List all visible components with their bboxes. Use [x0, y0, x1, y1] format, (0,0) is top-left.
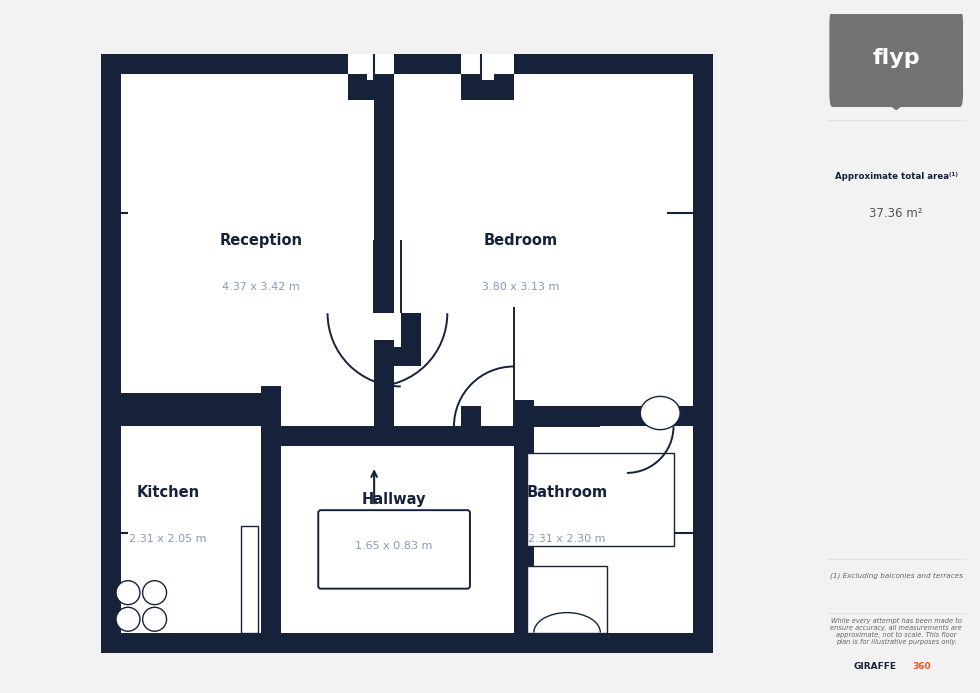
Text: 37.36 m²: 37.36 m² — [869, 207, 923, 220]
Bar — [527, 566, 607, 633]
Bar — [694, 54, 713, 653]
Text: Kitchen: Kitchen — [136, 485, 200, 500]
Text: Bedroom: Bedroom — [483, 233, 558, 247]
Bar — [461, 73, 480, 100]
Text: GIRAFFE: GIRAFFE — [854, 662, 897, 671]
Bar — [261, 406, 281, 446]
Text: 2.31 x 2.05 m: 2.31 x 2.05 m — [129, 534, 207, 545]
Text: 1.65 x 0.83 m: 1.65 x 0.83 m — [356, 541, 433, 551]
Bar — [374, 73, 394, 100]
Bar — [461, 406, 480, 446]
Circle shape — [143, 581, 167, 604]
Bar — [374, 426, 480, 446]
Bar — [374, 367, 394, 426]
Bar — [241, 526, 258, 633]
Bar — [461, 406, 480, 426]
Text: flyp: flyp — [872, 48, 920, 68]
Circle shape — [116, 607, 140, 631]
Text: 4.37 x 3.42 m: 4.37 x 3.42 m — [222, 281, 300, 292]
Ellipse shape — [640, 396, 680, 430]
Bar — [348, 73, 368, 100]
Bar — [101, 54, 713, 73]
Bar — [514, 406, 534, 446]
Bar — [527, 453, 673, 546]
Circle shape — [143, 607, 167, 631]
Bar — [261, 393, 281, 446]
Bar — [461, 80, 514, 100]
Text: Reception: Reception — [220, 233, 303, 247]
Text: Hallway: Hallway — [362, 492, 426, 507]
Bar — [101, 406, 261, 426]
Text: Bathroom: Bathroom — [526, 485, 608, 500]
Bar — [401, 313, 420, 367]
FancyBboxPatch shape — [318, 510, 470, 588]
Text: (1) Excluding balconies and terraces: (1) Excluding balconies and terraces — [830, 572, 962, 579]
Bar — [261, 426, 374, 446]
Bar — [261, 426, 374, 446]
Bar — [101, 54, 122, 653]
Bar — [374, 346, 420, 367]
Bar — [261, 406, 281, 446]
Bar — [261, 393, 281, 653]
Bar — [461, 426, 534, 446]
Bar — [261, 387, 281, 446]
Bar — [374, 100, 394, 313]
Text: While every attempt has been made to
ensure accuracy, all measurements are
appro: While every attempt has been made to ens… — [830, 617, 962, 645]
Text: 2.31 x 2.30 m: 2.31 x 2.30 m — [528, 534, 606, 545]
Polygon shape — [873, 94, 919, 110]
Bar — [514, 400, 534, 653]
Bar — [101, 633, 713, 653]
Bar — [374, 340, 394, 367]
Circle shape — [116, 581, 140, 604]
Bar — [494, 73, 514, 100]
Bar — [348, 80, 394, 100]
FancyBboxPatch shape — [829, 10, 963, 107]
Bar — [461, 54, 514, 73]
Bar — [122, 393, 261, 413]
Text: 360: 360 — [912, 662, 931, 671]
Text: Approximate total area⁽¹⁾: Approximate total area⁽¹⁾ — [835, 173, 957, 182]
Bar — [348, 54, 394, 73]
Bar — [261, 426, 374, 446]
Text: 3.80 x 3.13 m: 3.80 x 3.13 m — [482, 281, 560, 292]
Bar — [514, 406, 694, 426]
